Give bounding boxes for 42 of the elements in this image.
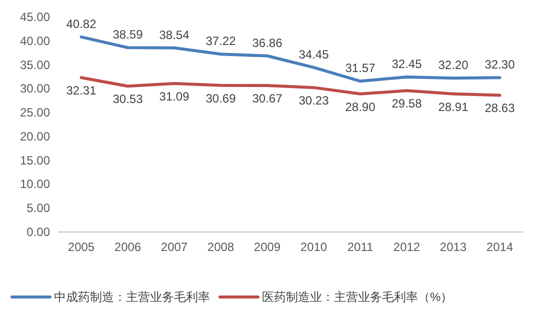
legend-label: 中成药制造：主营业务毛利率 (54, 290, 210, 304)
x-tick-label: 2013 (440, 240, 467, 254)
data-label: 32.31 (66, 84, 97, 98)
x-tick-label: 2007 (160, 240, 188, 254)
y-tick-label: 30.00 (20, 82, 50, 96)
data-label: 28.63 (484, 101, 516, 116)
legend-label: 医药制造业：主营业务毛利率（%） (262, 290, 453, 304)
x-tick-label: 2012 (393, 240, 420, 254)
x-tick-label: 2006 (114, 240, 142, 254)
y-tick-label: 10.00 (20, 177, 50, 192)
data-label: 31.57 (345, 61, 376, 76)
data-label: 37.22 (206, 34, 236, 48)
data-label: 28.91 (438, 100, 469, 114)
y-tick-label: 25.00 (20, 106, 50, 120)
data-label: 34.45 (298, 47, 330, 62)
data-label: 32.30 (484, 58, 516, 72)
data-label: 28.90 (345, 100, 376, 114)
y-tick-label: 0.00 (26, 225, 50, 239)
x-tick-label: 2014 (486, 240, 514, 254)
data-label: 30.69 (206, 91, 236, 106)
data-label: 32.45 (392, 56, 422, 71)
data-label: 30.53 (112, 92, 144, 106)
y-tick-label: 5.00 (26, 201, 50, 216)
data-label: 38.54 (159, 28, 190, 42)
x-tick-label: 2010 (300, 240, 328, 254)
y-tick-label: 45.00 (20, 10, 50, 24)
data-label: 36.86 (252, 36, 283, 50)
x-tick-label: 2008 (207, 240, 234, 254)
data-label: 32.20 (438, 58, 469, 72)
x-tick-label: 2009 (254, 240, 281, 254)
y-tick-label: 15.00 (20, 153, 50, 168)
data-label: 38.59 (112, 28, 144, 42)
y-tick-label: 40.00 (20, 34, 50, 48)
data-label: 30.67 (252, 91, 283, 106)
data-label: 30.23 (298, 94, 330, 108)
y-tick-label: 35.00 (20, 58, 50, 72)
data-label: 40.82 (66, 16, 97, 31)
x-tick-label: 2011 (347, 240, 374, 254)
x-tick-label: 2005 (68, 240, 95, 254)
data-label: 29.58 (392, 96, 422, 111)
data-label: 31.09 (159, 89, 190, 104)
y-tick-label: 20.00 (20, 129, 50, 144)
